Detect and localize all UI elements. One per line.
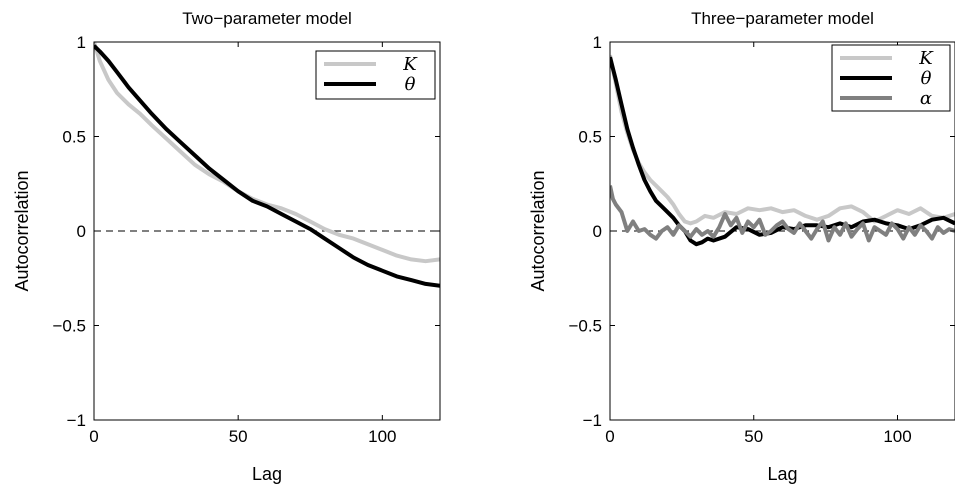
series-line-2 — [94, 44, 440, 288]
y-tick-label: 0.5 — [578, 128, 602, 147]
series-line-3 — [610, 185, 955, 243]
y-tick-label: 1 — [593, 33, 602, 52]
series-group — [610, 54, 955, 247]
chart-title: Two−parameter model — [182, 9, 352, 28]
y-tick-label: 1 — [77, 33, 86, 52]
legend-box — [315, 50, 436, 100]
y-axis-label: Autocorrelation — [12, 170, 32, 291]
legend-label: θ — [405, 74, 416, 95]
x-tick-label: 0 — [605, 427, 614, 446]
chart-panel-1: Two−parameter model 0 50 100 −1 −0.5 0 0.5 1 Lag A… — [12, 9, 441, 484]
x-tick-label: 0 — [89, 427, 98, 446]
chart-title: Three−parameter model — [691, 9, 874, 28]
y-tick-label: 0.5 — [62, 128, 86, 147]
y-tick-label: 0 — [593, 222, 602, 241]
y-tick-label: −1 — [67, 411, 86, 430]
y-tick-label: −0.5 — [568, 317, 602, 336]
x-tick-label: 100 — [368, 427, 396, 446]
x-tick-label: 50 — [744, 427, 763, 446]
legend-label: K — [402, 54, 418, 75]
legend-label: θ — [921, 68, 932, 89]
y-tick-label: 0 — [77, 222, 86, 241]
x-axis-label: Lag — [767, 464, 797, 484]
y-tick-label: −0.5 — [52, 317, 86, 336]
series-group — [94, 42, 440, 288]
legend: Kθα — [831, 44, 951, 112]
legend: Kθ — [315, 50, 436, 100]
x-tick-label: 50 — [229, 427, 248, 446]
legend-label: α — [920, 88, 932, 109]
y-axis-label: Autocorrelation — [528, 170, 548, 291]
legend-label: K — [918, 48, 934, 69]
series-line-1 — [610, 54, 955, 226]
x-axis-label: Lag — [252, 464, 282, 484]
y-tick-label: −1 — [583, 411, 602, 430]
x-tick-label: 100 — [883, 427, 911, 446]
chart-panel-2: Three−parameter model 0 50 100 −1 −0.5 0 0.5 1 La… — [528, 9, 955, 484]
series-line-2 — [610, 56, 955, 247]
